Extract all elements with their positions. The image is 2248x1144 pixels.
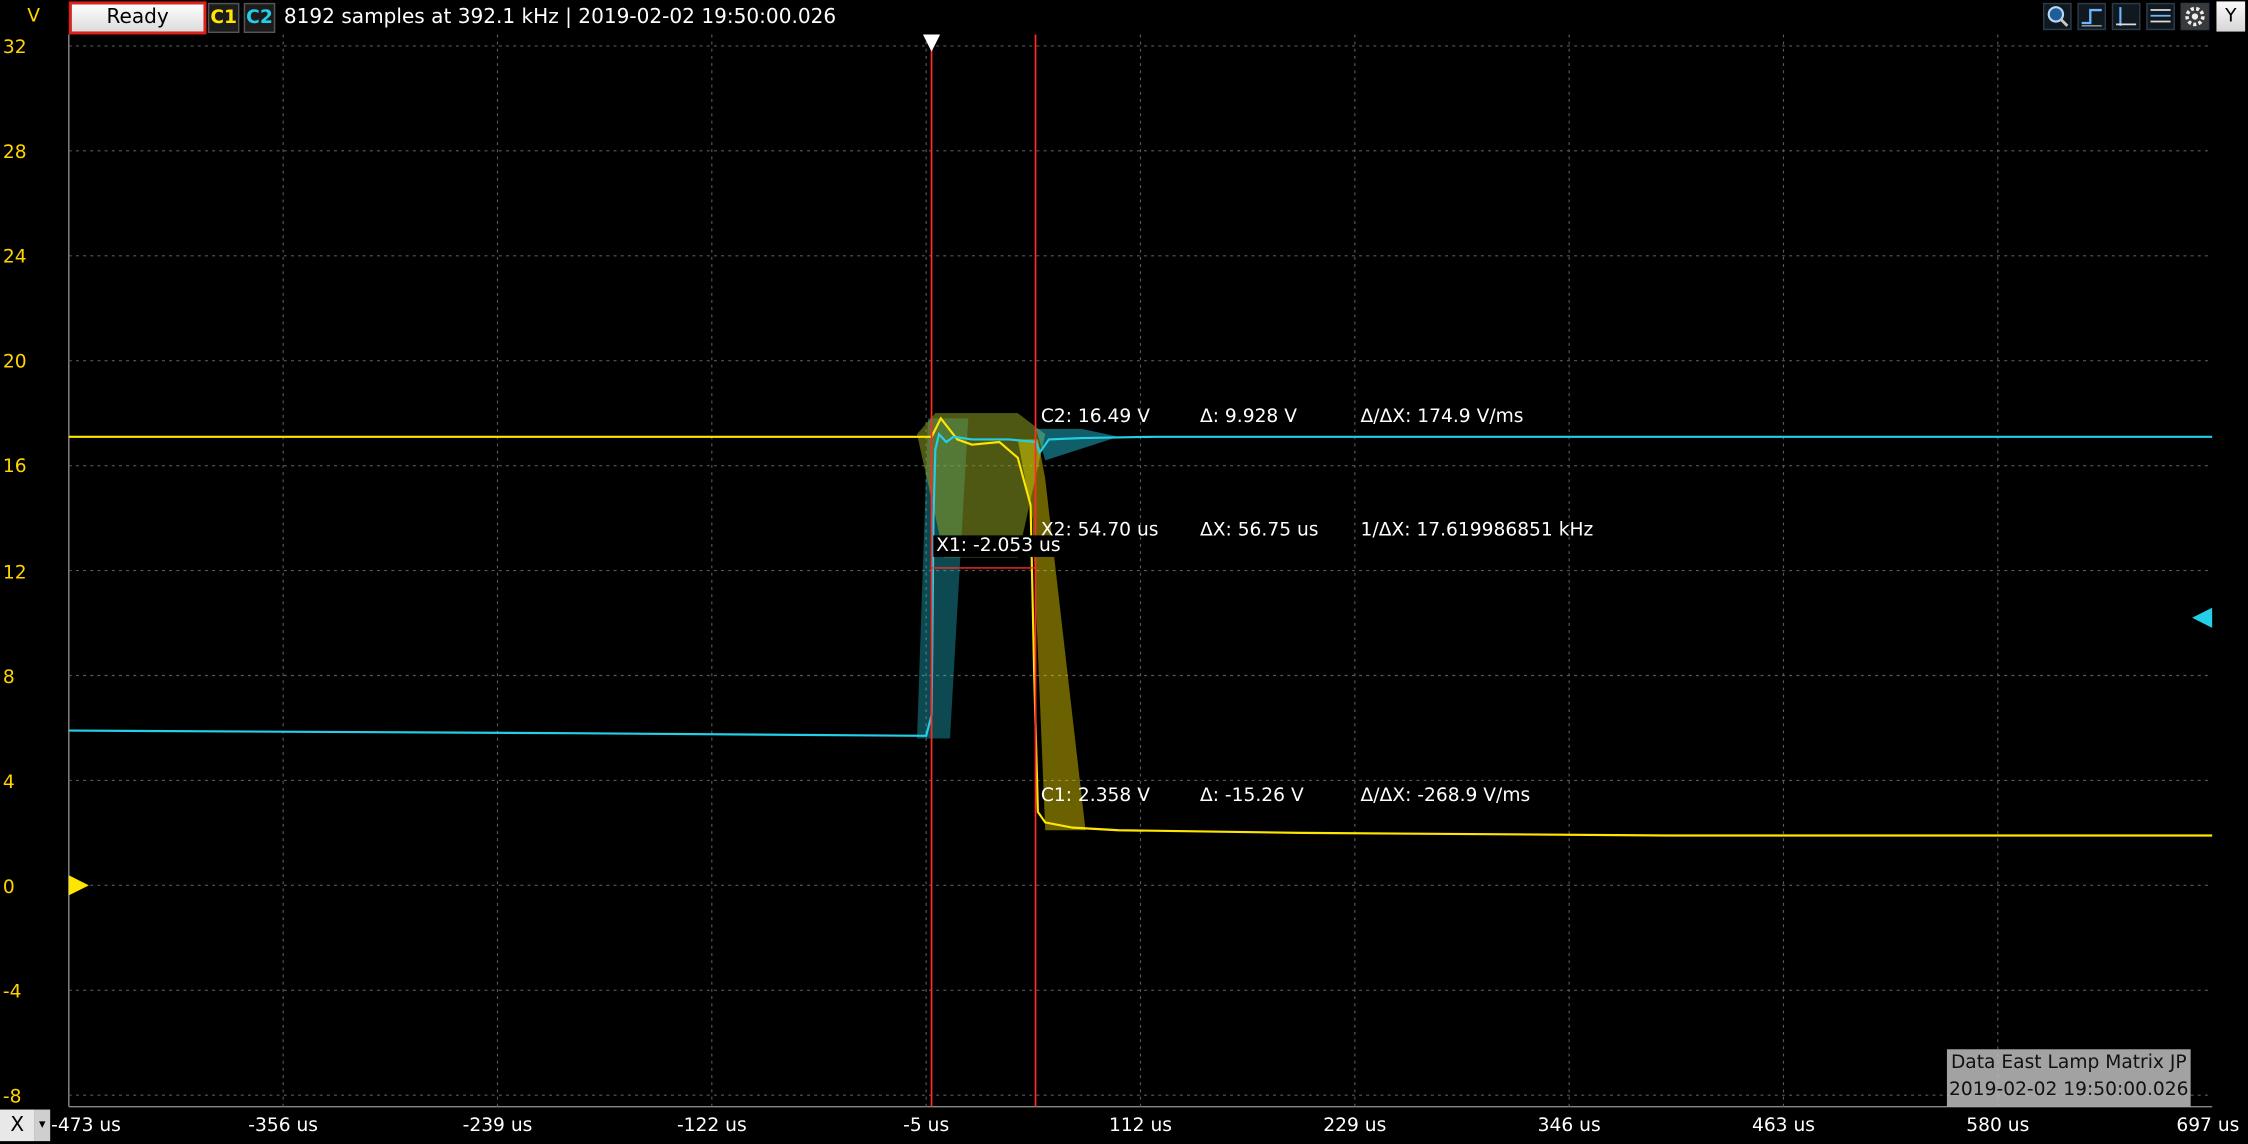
c2-delta-readout: Δ: 9.928 V — [1199, 406, 1297, 428]
x1-cursor-readout: X1: -2.053 us — [933, 535, 1064, 557]
capture-watermark: Data East Lamp Matrix JP 2019-02-02 19:5… — [1946, 1049, 2191, 1107]
settings-gear-icon[interactable] — [2180, 2, 2210, 31]
dx-readout: ΔX: 56.75 us — [1199, 519, 1319, 542]
acquisition-info: 8192 samples at 392.1 kHz | 2019-02-02 1… — [283, 5, 837, 29]
x-tick-label: 463 us — [1751, 1115, 1816, 1137]
zoom-icon[interactable] — [2042, 2, 2072, 31]
x-tick-label: 346 us — [1537, 1115, 1601, 1137]
measure-icon[interactable] — [2146, 2, 2175, 31]
y-tick-label: 16 — [2, 457, 27, 479]
y-axis-button[interactable]: Y — [2216, 1, 2246, 32]
c2-rate-readout: Δ/ΔX: 174.9 V/ms — [1360, 406, 1524, 428]
y-tick-label: 24 — [2, 247, 27, 269]
watermark-timestamp: 2019-02-02 19:50:00.026 — [1949, 1079, 2189, 1101]
x-tick-label: 580 us — [1966, 1115, 2030, 1137]
y-tick-label: 0 — [2, 876, 15, 899]
y-tick-label: 28 — [2, 142, 27, 164]
x-tick-label: -5 us — [903, 1115, 950, 1137]
waveform-plot[interactable] — [0, 34, 2248, 1109]
status-button[interactable]: Ready — [68, 1, 207, 35]
watermark-title: Data East Lamp Matrix JP — [1950, 1052, 2187, 1074]
c1-c2-overlap-envelope — [916, 413, 1046, 558]
c1-value-readout: C1: 2.358 V — [1040, 785, 1150, 807]
c1-delta-readout: Δ: -15.26 V — [1199, 785, 1304, 807]
y-tick-label: -8 — [2, 1086, 22, 1109]
y-tick-label: 20 — [2, 352, 27, 374]
x-tick-label: -122 us — [676, 1115, 747, 1137]
top-toolbar: V Ready C1 C2 8192 samples at 392.1 kHz … — [0, 0, 2248, 35]
c1-rate-readout: Δ/ΔX: -268.9 V/ms — [1360, 785, 1531, 807]
unit-label: V — [27, 5, 41, 28]
y-tick-label: 4 — [2, 771, 15, 794]
y-tick-label: -4 — [2, 981, 22, 1004]
trigger-position-icon — [922, 34, 941, 52]
y-tick-label: 12 — [2, 561, 27, 584]
x-axis-dropdown-icon[interactable]: ▾ — [34, 1109, 51, 1142]
c1-ground-marker-icon — [68, 875, 89, 896]
channel1-button[interactable]: C1 — [207, 2, 240, 34]
channel2-button[interactable]: C2 — [243, 2, 276, 34]
series-c2-trace — [68, 431, 2213, 737]
x-axis-button[interactable]: X — [0, 1109, 35, 1142]
trigger-icon[interactable] — [2077, 2, 2107, 31]
c2-trigger-level-icon — [2192, 607, 2213, 628]
x-tick-label: 229 us — [1323, 1115, 1387, 1137]
x-tick-label: -356 us — [248, 1115, 319, 1137]
inverse-dx-readout: 1/ΔX: 17.619986851 kHz — [1360, 519, 1594, 542]
x-tick-label: -239 us — [462, 1115, 533, 1137]
x-tick-label: 112 us — [1108, 1115, 1173, 1137]
c2-settle-envelope — [1036, 428, 1119, 461]
x-tick-label: -473 us — [51, 1115, 121, 1137]
cursor-icon[interactable] — [2111, 2, 2141, 31]
x2-cursor-readout: X2: 54.70 us — [1040, 519, 1159, 542]
y-tick-label: 8 — [2, 666, 15, 689]
x-tick-label: 697 us — [2176, 1115, 2240, 1137]
y-tick-label: 32 — [2, 37, 27, 59]
c2-value-readout: C2: 16.49 V — [1040, 406, 1150, 428]
series-c1-trace — [68, 416, 2213, 837]
